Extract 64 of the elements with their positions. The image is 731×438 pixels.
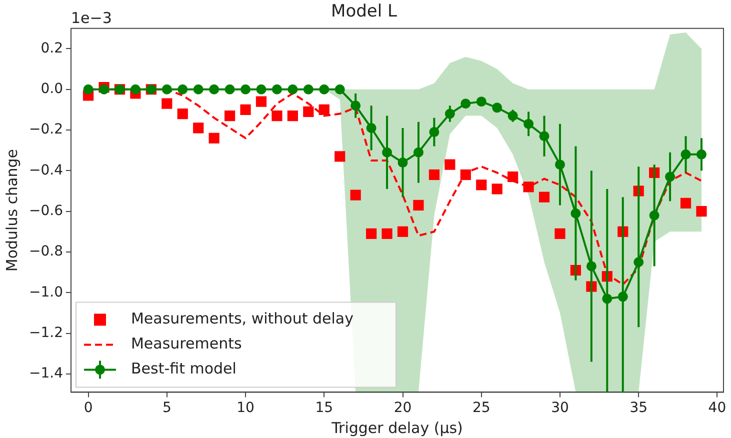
point bbox=[696, 206, 707, 217]
point bbox=[193, 84, 204, 94]
point bbox=[492, 184, 502, 194]
y-tick-label: −1.0 bbox=[28, 284, 63, 300]
x-axis-title: Trigger delay (μs) bbox=[330, 418, 463, 437]
point bbox=[83, 84, 94, 94]
legend-label: Best-fit model bbox=[130, 360, 236, 378]
y-tick-label: −0.8 bbox=[28, 244, 63, 260]
point bbox=[193, 122, 204, 134]
point bbox=[208, 132, 220, 144]
point bbox=[162, 98, 172, 109]
point bbox=[287, 110, 298, 122]
chart-title: Model L bbox=[331, 2, 398, 22]
x-tick-label: 0 bbox=[84, 400, 93, 416]
point bbox=[288, 84, 298, 94]
point bbox=[397, 226, 408, 237]
point bbox=[162, 84, 172, 94]
point bbox=[177, 108, 188, 120]
x-tick-label: 10 bbox=[236, 400, 254, 416]
x-tick-label: 30 bbox=[551, 400, 569, 416]
point bbox=[680, 198, 692, 208]
text: 1e−3 bbox=[70, 8, 112, 27]
y-tick-label: 0.2 bbox=[40, 40, 63, 56]
point bbox=[178, 84, 188, 94]
point bbox=[303, 106, 314, 118]
point bbox=[538, 192, 550, 202]
legend-label: Measurements, without delay bbox=[130, 310, 354, 328]
point bbox=[554, 228, 566, 239]
point bbox=[428, 169, 440, 180]
x-tick-label: 35 bbox=[630, 400, 648, 416]
point bbox=[240, 104, 251, 115]
point bbox=[130, 84, 140, 94]
x-tick-label: 5 bbox=[162, 400, 172, 416]
point bbox=[334, 151, 346, 162]
point bbox=[240, 84, 251, 94]
y-tick-label: −1.4 bbox=[28, 366, 64, 382]
point bbox=[224, 84, 235, 94]
y-tick-label: −1.2 bbox=[28, 324, 63, 341]
point bbox=[350, 190, 361, 200]
point bbox=[366, 228, 377, 239]
x-tick-label: 15 bbox=[315, 400, 334, 416]
legend-label: Measurements bbox=[130, 334, 242, 353]
x-tick-label: 40 bbox=[708, 400, 726, 416]
point bbox=[272, 110, 282, 122]
point bbox=[256, 96, 267, 107]
point bbox=[256, 84, 266, 94]
point bbox=[319, 84, 330, 94]
point bbox=[334, 84, 345, 94]
point bbox=[382, 228, 392, 239]
y-tick-label: 0.0 bbox=[40, 81, 63, 98]
y-tick-label: −0.2 bbox=[28, 122, 63, 138]
y-axis-title: Modulus change bbox=[2, 148, 21, 272]
y-tick-label: −0.4 bbox=[28, 162, 64, 178]
point bbox=[318, 104, 330, 115]
x-tick-label: 25 bbox=[472, 400, 490, 416]
point bbox=[209, 84, 220, 94]
point bbox=[224, 110, 236, 122]
y-tick-label: −0.6 bbox=[28, 202, 64, 219]
point bbox=[413, 200, 424, 211]
point bbox=[444, 159, 456, 170]
x-tick-label: 20 bbox=[394, 400, 412, 416]
point bbox=[476, 180, 487, 190]
point bbox=[303, 84, 314, 94]
point bbox=[272, 84, 282, 94]
